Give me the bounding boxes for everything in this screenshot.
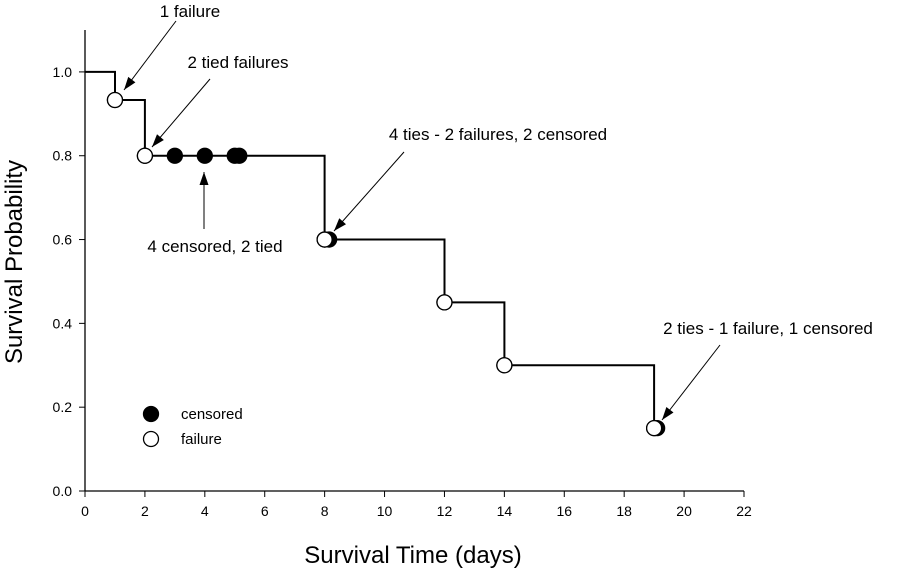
tick-marks <box>79 71 745 497</box>
failure-marker <box>316 231 333 248</box>
y-tick-label: 1.0 <box>53 64 73 80</box>
y-tick-label: 0.0 <box>53 483 73 499</box>
legend: censored failure <box>142 405 243 448</box>
y-tick-label: 0.2 <box>53 399 73 415</box>
x-tick-label: 22 <box>736 503 752 519</box>
x-tick-label: 0 <box>81 503 89 519</box>
censored-marker <box>231 147 248 164</box>
x-axis-title: Survival Time (days) <box>304 542 521 569</box>
annotation-arrowhead <box>334 218 346 231</box>
annotation-arrow-line <box>661 344 721 421</box>
annotation-arrow-line <box>123 20 177 91</box>
axes <box>84 30 744 492</box>
x-tick-label: 16 <box>556 503 572 519</box>
annotation-arrowhead <box>199 172 209 185</box>
legend-censored-label: censored <box>181 406 243 423</box>
censored-marker <box>166 147 184 164</box>
annotation-arrowhead <box>124 76 136 90</box>
y-tick-label: 0.6 <box>53 232 73 248</box>
y-tick-label: 0.4 <box>53 315 73 331</box>
x-tick-label: 18 <box>616 503 632 519</box>
annotation-label: 2 tied failures <box>187 53 288 72</box>
legend-failure-label: failure <box>181 431 222 448</box>
censored-marker <box>196 147 213 164</box>
y-tick-label: 0.8 <box>53 148 73 164</box>
failure-marker <box>136 147 154 164</box>
x-tick-label: 4 <box>201 503 209 519</box>
x-tick-label: 6 <box>261 503 269 519</box>
failure-marker <box>645 419 663 437</box>
annotations: 1 failure 2 tied failures 4 censored, 2 ti… <box>123 2 873 421</box>
annotation-label: 4 censored, 2 tied <box>147 237 282 256</box>
x-tick-label: 2 <box>141 503 149 519</box>
x-tick-label: 12 <box>437 503 453 519</box>
x-tick-label: 10 <box>377 503 393 519</box>
annotation-arrow-line <box>333 151 405 232</box>
legend-censored-marker <box>142 405 160 423</box>
data-markers <box>106 91 666 437</box>
failure-marker <box>106 91 124 109</box>
annotation-label: 2 ties - 1 failure, 1 censored <box>663 319 873 338</box>
x-tick-label: 20 <box>676 503 692 519</box>
y-axis-title: Survival Probability <box>1 160 28 364</box>
legend-failure-marker <box>142 430 160 448</box>
x-tick-label: 8 <box>321 503 329 519</box>
failure-marker <box>496 357 513 374</box>
annotation-label: 1 failure <box>160 2 220 21</box>
annotation-arrowhead <box>152 134 164 147</box>
failure-marker <box>436 294 453 311</box>
annotation-label: 4 ties - 2 failures, 2 censored <box>389 125 607 144</box>
annotation-arrowhead <box>662 406 674 420</box>
tick-labels: 0 2 4 6 8 10 12 14 16 18 20 22 0.0 0.2 0.4 0.6 0.8 1.0 <box>53 64 752 519</box>
x-tick-label: 14 <box>497 503 513 519</box>
annotation-arrow-line <box>151 78 211 148</box>
